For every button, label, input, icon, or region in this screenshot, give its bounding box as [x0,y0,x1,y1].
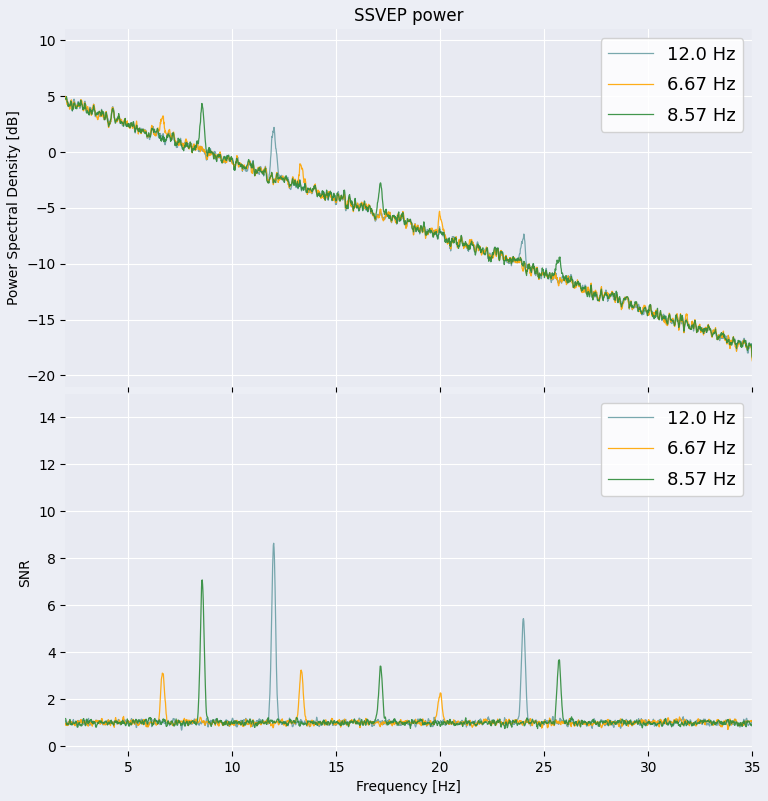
8.57 Hz [377,183,386,193]
8.57 Hz [533,724,542,734]
12.0 Hz [748,715,757,725]
12.0 Hz [96,111,105,120]
12.0 Hz [396,719,405,729]
12.0 Hz [96,716,105,726]
6.67 Hz [396,718,405,728]
8.57 Hz [62,92,71,102]
12.0 Hz [177,726,186,735]
12.0 Hz [376,211,386,220]
6.67 Hz [728,336,737,346]
8.57 Hz [748,352,757,362]
12.0 Hz [61,716,70,726]
Line: 8.57 Hz: 8.57 Hz [65,580,753,729]
8.57 Hz [602,291,611,300]
8.57 Hz [728,338,737,348]
12.0 Hz [748,351,757,360]
12.0 Hz [601,288,611,297]
12.0 Hz [728,718,737,728]
8.57 Hz [96,109,105,119]
8.57 Hz [728,718,737,727]
8.57 Hz [396,717,405,727]
8.57 Hz [61,94,70,103]
8.57 Hz [61,714,70,723]
Line: 6.67 Hz: 6.67 Hz [65,670,753,730]
6.67 Hz [96,109,105,119]
12.0 Hz [729,720,738,730]
6.67 Hz [395,213,404,223]
Title: SSVEP power: SSVEP power [354,7,464,25]
6.67 Hz [602,718,611,728]
X-axis label: Frequency [Hz]: Frequency [Hz] [356,780,462,794]
6.67 Hz [61,92,70,102]
6.67 Hz [748,716,757,726]
12.0 Hz [61,92,70,102]
8.57 Hz [396,216,405,226]
Y-axis label: Power Spectral Density [dB]: Power Spectral Density [dB] [7,111,21,305]
12.0 Hz [728,335,737,344]
8.57 Hz [96,718,105,727]
Legend: 12.0 Hz, 6.67 Hz, 8.57 Hz: 12.0 Hz, 6.67 Hz, 8.57 Hz [601,403,743,497]
12.0 Hz [395,216,404,226]
12.0 Hz [602,720,611,730]
6.67 Hz [601,290,611,300]
6.67 Hz [61,718,70,728]
Line: 12.0 Hz: 12.0 Hz [65,543,753,731]
Line: 6.67 Hz: 6.67 Hz [65,97,753,360]
Legend: 12.0 Hz, 6.67 Hz, 8.57 Hz: 12.0 Hz, 6.67 Hz, 8.57 Hz [601,38,743,132]
6.67 Hz [729,717,738,727]
8.57 Hz [748,719,757,729]
8.57 Hz [377,669,386,678]
8.57 Hz [602,717,611,727]
Line: 8.57 Hz: 8.57 Hz [65,97,753,357]
12.0 Hz [269,538,278,548]
6.67 Hz [727,336,737,345]
12.0 Hz [377,717,386,727]
6.67 Hz [96,717,105,727]
Line: 12.0 Hz: 12.0 Hz [65,97,753,356]
6.67 Hz [748,356,757,365]
6.67 Hz [728,717,737,727]
6.67 Hz [723,725,733,735]
8.57 Hz [729,716,738,726]
6.67 Hz [376,209,386,219]
12.0 Hz [727,336,737,346]
8.57 Hz [197,575,207,585]
8.57 Hz [728,337,737,347]
Y-axis label: SNR: SNR [18,557,32,586]
6.67 Hz [296,666,306,675]
6.67 Hz [377,718,386,727]
